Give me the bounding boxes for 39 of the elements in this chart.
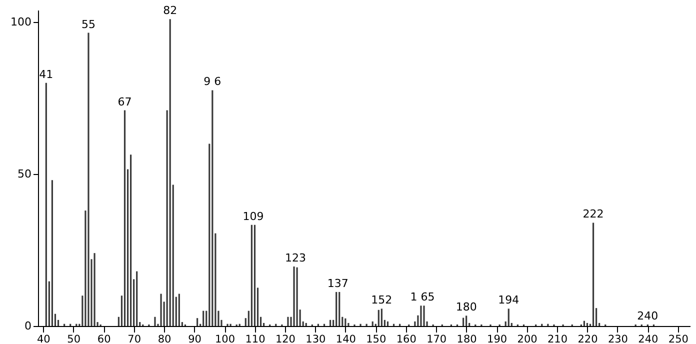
annotation: 109 xyxy=(242,210,264,223)
x-tick-label: 250 xyxy=(668,334,688,344)
x-tick-label: 150 xyxy=(366,334,386,344)
annotation: 1 65 xyxy=(410,290,435,304)
x-tick-label: 160 xyxy=(396,334,416,344)
annotation: 123 xyxy=(285,251,306,264)
x-tick-label: 100 xyxy=(214,334,236,344)
x-tick-label: 140 xyxy=(336,334,356,344)
annotation: 82 xyxy=(163,4,178,18)
y-tick-label: 0 xyxy=(24,320,32,332)
annotation: 152 xyxy=(371,294,392,307)
annotation: 240 xyxy=(637,309,658,322)
x-tick-label: 50 xyxy=(67,334,81,344)
x-tick-label: 220 xyxy=(578,334,598,344)
x-tick-label: 230 xyxy=(608,334,628,344)
annotation: 194 xyxy=(498,294,520,307)
x-tick-label: 80 xyxy=(158,334,172,344)
x-tick-label: 210 xyxy=(547,334,568,344)
annotation: 55 xyxy=(81,18,96,31)
annotation: 180 xyxy=(456,300,477,314)
x-tick-label: 90 xyxy=(188,334,202,344)
x-tick-label: 170 xyxy=(426,334,447,344)
x-tick-label: 110 xyxy=(245,334,266,344)
annotation: 137 xyxy=(327,276,348,290)
x-tick-label: 120 xyxy=(275,334,296,344)
x-tick-label: 70 xyxy=(128,334,142,344)
x-tick-label: 60 xyxy=(97,334,111,344)
x-tick-label: 200 xyxy=(517,334,538,344)
x-tick-label: 180 xyxy=(456,334,477,344)
annotation: 67 xyxy=(118,95,132,108)
x-tick-label: 240 xyxy=(638,334,658,344)
annotation: 9 6 xyxy=(204,75,222,88)
y-tick-label: 50 xyxy=(18,168,32,181)
annotation: 222 xyxy=(582,208,604,221)
y-tick-label: 100 xyxy=(10,16,32,29)
x-tick-label: 190 xyxy=(487,334,508,344)
x-tick-label: 130 xyxy=(306,334,326,344)
annotation: 41 xyxy=(39,68,54,81)
x-tick-label: 40 xyxy=(36,334,50,344)
